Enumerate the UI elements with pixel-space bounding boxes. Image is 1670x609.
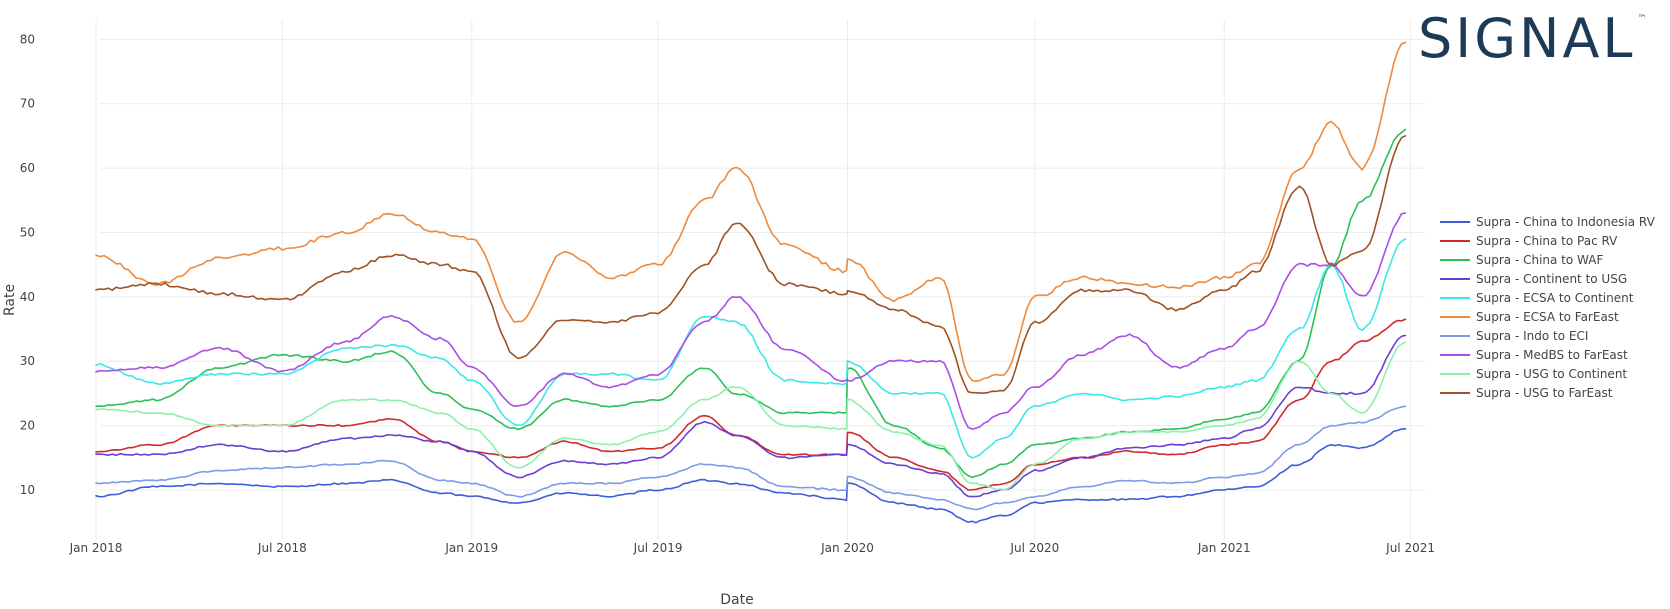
y-tick-label: 60 (20, 161, 35, 175)
legend-item-label[interactable]: Supra - ECSA to Continent (1476, 291, 1634, 305)
x-axis-ticks: Jan 2018 Jul 2018 Jan 2019 Jul 2019 Jan 2020… (69, 541, 1435, 555)
x-tick-label: Jan 2020 (820, 541, 874, 555)
x-tick-label: Jan 2019 (444, 541, 498, 555)
x-tick-label: Jul 2021 (1385, 541, 1435, 555)
y-tick-label: 10 (20, 483, 35, 497)
y-tick-label: 20 (20, 419, 35, 433)
legend-item-label[interactable]: Supra - China to Indonesia RV (1476, 215, 1656, 229)
x-tick-label: Jul 2018 (257, 541, 307, 555)
y-axis-title: Rate (2, 284, 18, 316)
series-line[interactable] (95, 341, 1407, 491)
legend-item-label[interactable]: Supra - USG to Continent (1476, 367, 1627, 381)
legend-item-label[interactable]: Supra - Indo to ECI (1476, 329, 1588, 343)
y-tick-label: 70 (20, 97, 35, 111)
y-tick-label: 40 (20, 290, 35, 304)
legend-item-label[interactable]: Supra - China to WAF (1476, 253, 1603, 267)
signal-logo: SIGNAL ™ (1418, 6, 1646, 72)
x-tick-label: Jul 2019 (633, 541, 683, 555)
series-line[interactable] (95, 41, 1407, 383)
legend-item-label[interactable]: Supra - USG to FarEast (1476, 386, 1613, 400)
series-line[interactable] (95, 135, 1407, 394)
y-tick-label: 50 (20, 225, 35, 239)
legend-item-label[interactable]: Supra - ECSA to FarEast (1476, 310, 1619, 324)
series-line[interactable] (95, 238, 1407, 459)
series-line[interactable] (95, 427, 1407, 524)
series-lines (95, 41, 1407, 524)
series-line[interactable] (95, 334, 1407, 498)
legend[interactable]: Supra - China to Indonesia RV Supra - Chi… (1440, 215, 1656, 400)
x-axis-title: Date (720, 592, 753, 608)
legend-item-label[interactable]: Supra - Continent to USG (1476, 272, 1627, 286)
x-tick-label: Jul 2020 (1009, 541, 1059, 555)
series-line[interactable] (95, 318, 1407, 491)
logo-wordmark: SIGNAL (1418, 7, 1636, 70)
logo-trademark: ™ (1637, 14, 1647, 24)
legend-item-label[interactable]: Supra - China to Pac RV (1476, 234, 1618, 248)
series-line[interactable] (95, 212, 1407, 430)
y-tick-label: 30 (20, 354, 35, 368)
grid-lines (95, 20, 1425, 540)
y-tick-label: 80 (20, 32, 35, 46)
series-line[interactable] (95, 405, 1407, 511)
y-axis-ticks: 10 20 30 40 50 60 70 80 (20, 32, 35, 497)
x-tick-label: Jan 2018 (69, 541, 123, 555)
x-tick-label: Jan 2021 (1197, 541, 1251, 555)
legend-item-label[interactable]: Supra - MedBS to FarEast (1476, 348, 1628, 362)
